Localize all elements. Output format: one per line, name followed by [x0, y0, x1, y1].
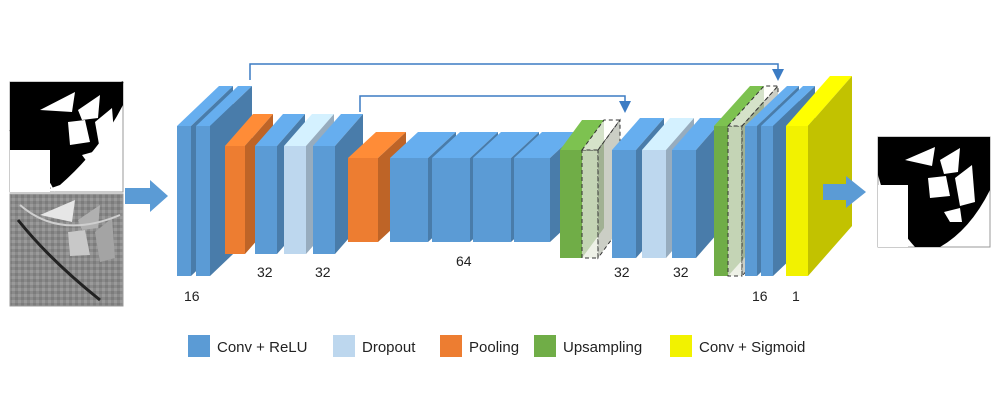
legend-conv-relu: Conv + ReLU: [188, 335, 307, 357]
legend-conv-sigmoid: Conv + Sigmoid: [670, 335, 805, 357]
output-arrow: [823, 176, 866, 208]
label-1: 1: [792, 288, 800, 304]
label-32-c: 32: [614, 264, 630, 280]
input-arrow: [125, 180, 168, 212]
label-16-decoder: 16: [752, 288, 768, 304]
legend-conv-relu-label: Conv + ReLU: [217, 339, 307, 356]
label-32-b: 32: [315, 264, 331, 280]
output-image: [877, 136, 991, 248]
block-sigmoid-1: [786, 76, 852, 276]
legend-upsampling: Upsampling: [534, 335, 642, 357]
label-32-a: 32: [257, 264, 273, 280]
label-16-encoder: 16: [184, 288, 200, 304]
network-blocks: [177, 76, 852, 278]
input-image-top: [9, 81, 124, 193]
input-image-bottom: [9, 193, 124, 307]
legend: Conv + ReLU Dropout Pooling Upsampling C…: [188, 335, 805, 357]
label-32-d: 32: [673, 264, 689, 280]
legend-dropout-label: Dropout: [362, 339, 416, 356]
legend-upsampling-label: Upsampling: [563, 339, 642, 356]
skip-connection-outer: [249, 63, 784, 81]
legend-pooling-label: Pooling: [469, 339, 519, 356]
label-64: 64: [456, 253, 472, 269]
legend-pooling: Pooling: [440, 335, 519, 357]
legend-dropout: Dropout: [333, 335, 416, 357]
legend-conv-sigmoid-label: Conv + Sigmoid: [699, 339, 805, 356]
skip-connection-inner: [359, 95, 631, 113]
